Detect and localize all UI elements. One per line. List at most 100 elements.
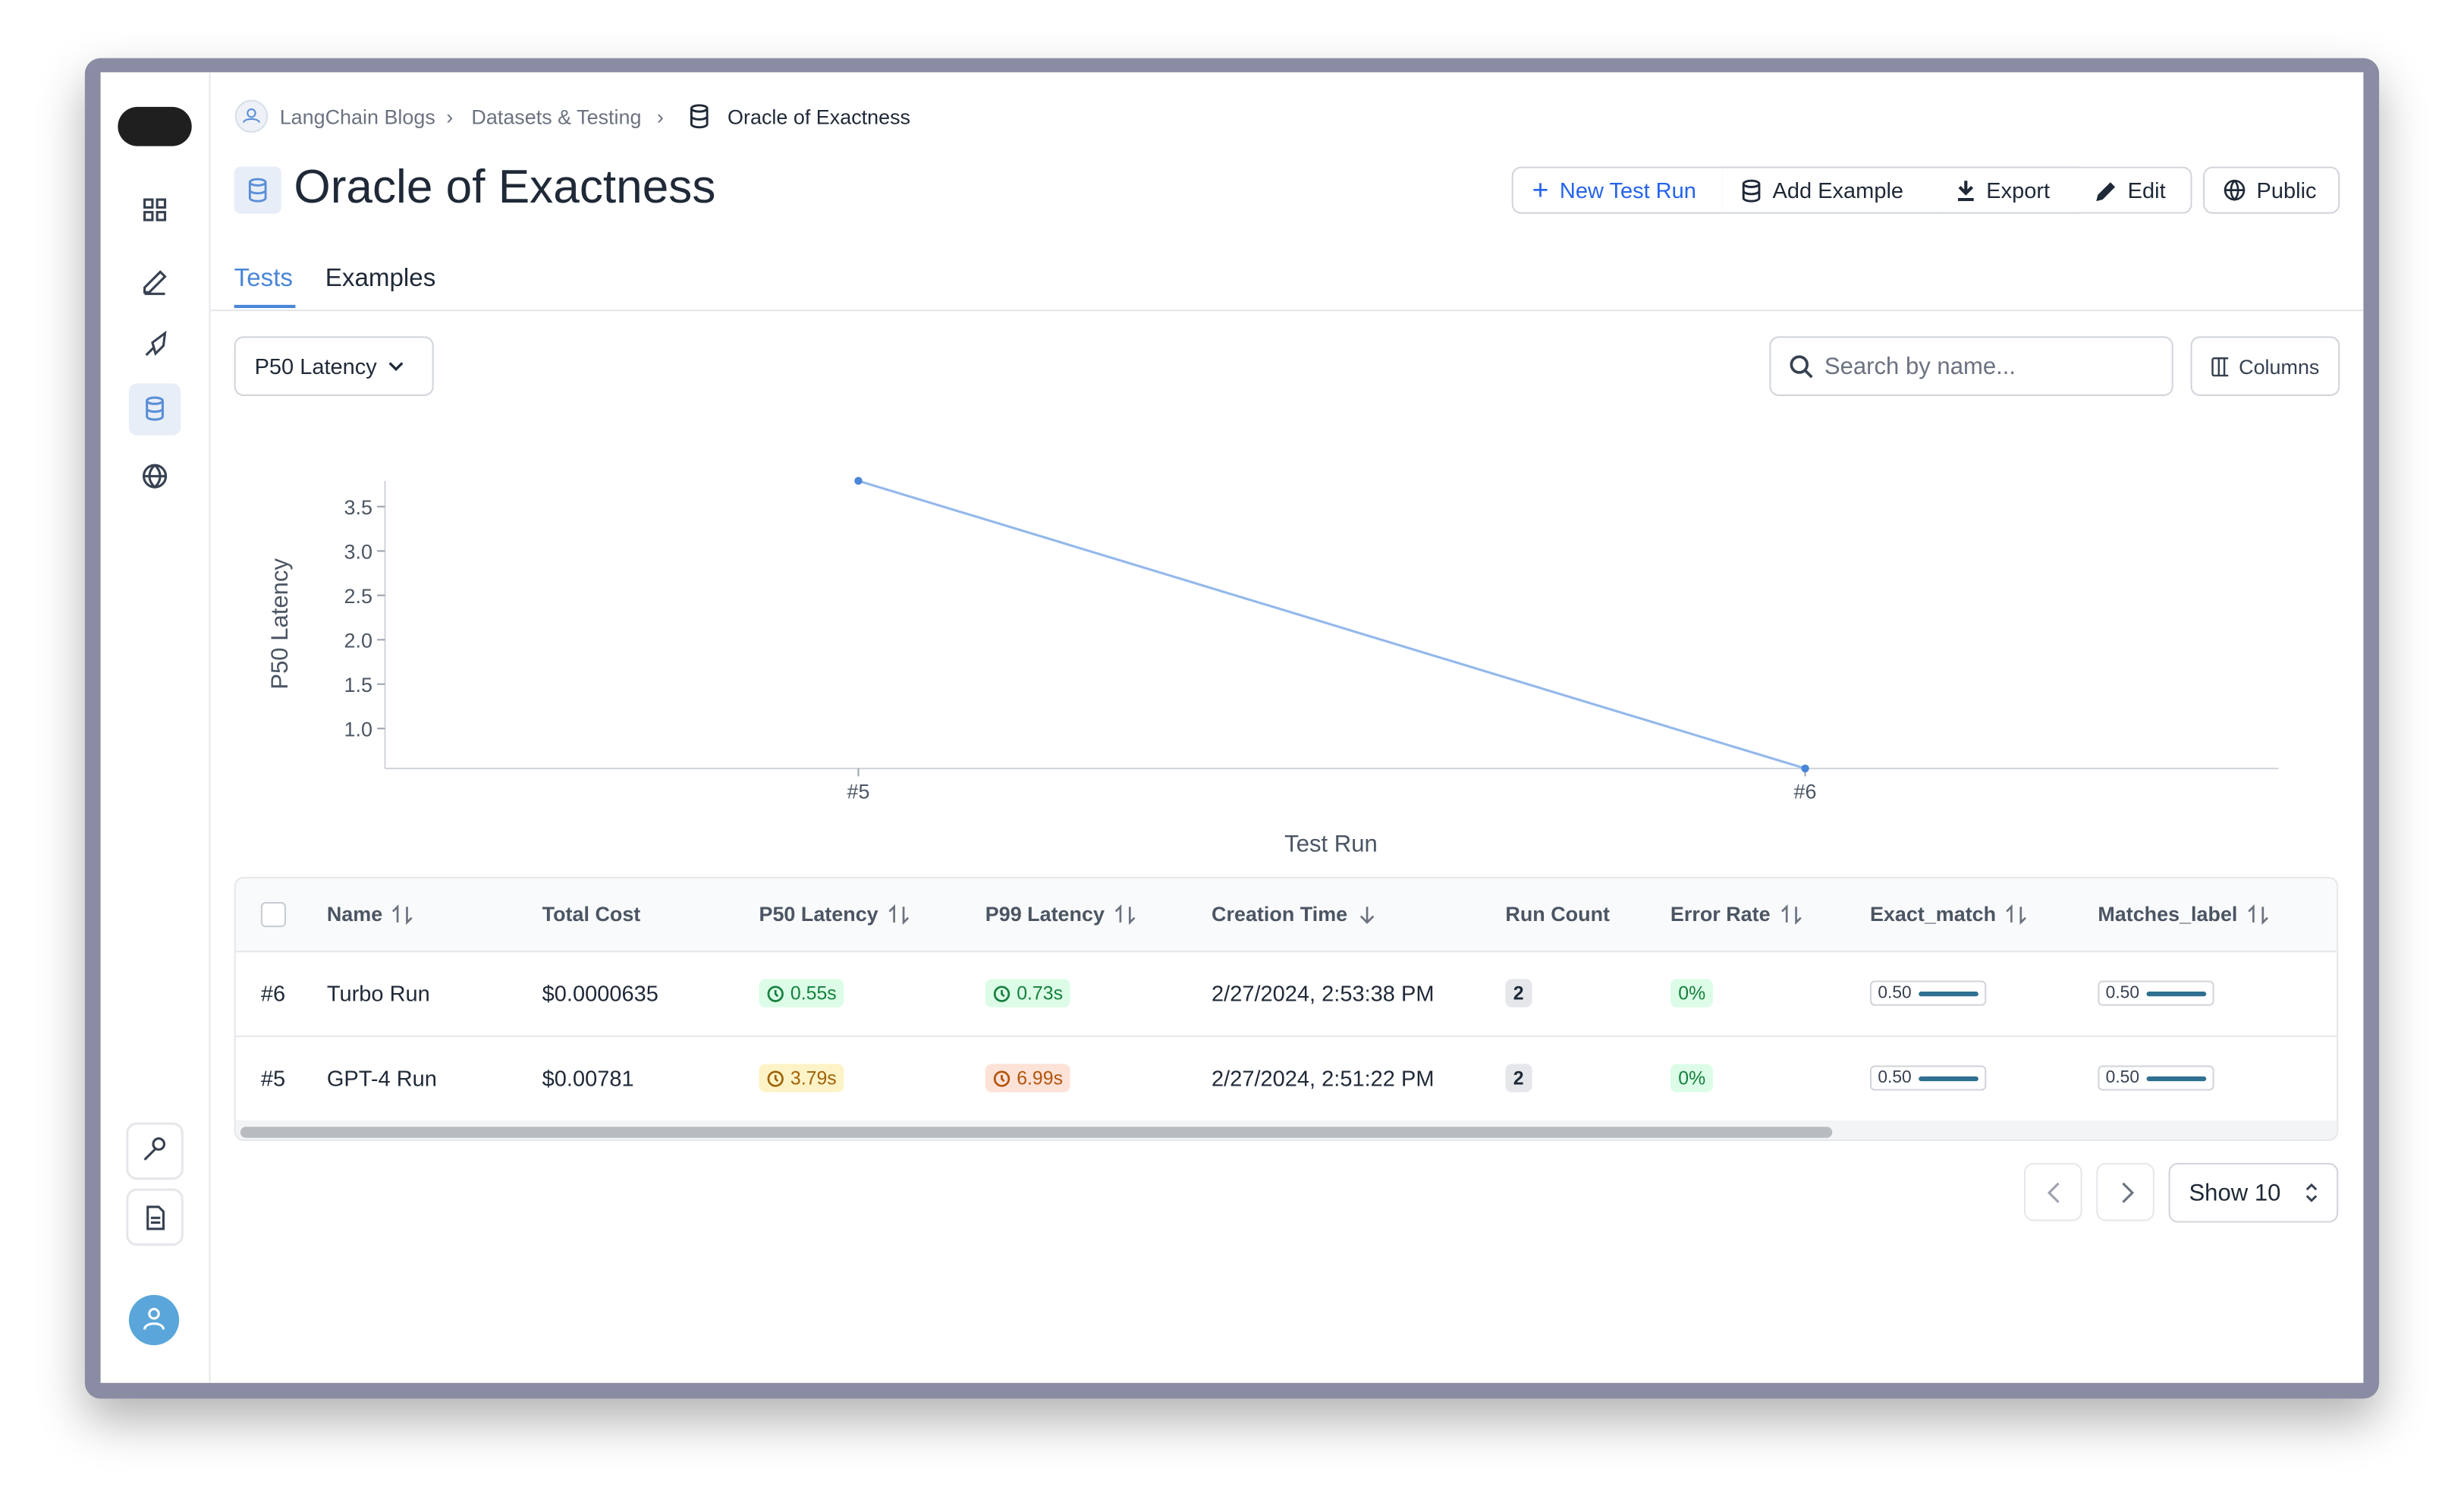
table-cell: #5	[260, 1065, 286, 1091]
sidebar-icons	[126, 198, 184, 1346]
sort-icon[interactable]	[392, 903, 414, 925]
table-cell: $0.00781	[542, 1065, 634, 1091]
select-all-checkbox[interactable]	[260, 901, 286, 928]
edit-button[interactable]: Edit	[2077, 166, 2192, 214]
y-tick-label: 2.5	[344, 585, 372, 608]
row-divider	[235, 1036, 2337, 1038]
logo	[118, 106, 192, 146]
export-button[interactable]: Export	[1938, 166, 2079, 214]
search-input[interactable]: Search by name...	[1769, 336, 2173, 396]
title-icon-bg	[234, 166, 281, 214]
sort-icon[interactable]	[2247, 903, 2269, 925]
badge-label: 0.55s	[790, 982, 837, 1004]
score-label: 0.50	[1878, 1068, 1912, 1088]
table-cell: Turbo Run	[326, 980, 430, 1006]
add-example-button[interactable]: Add Example	[1722, 166, 1940, 214]
table-cell: 2/27/2024, 2:53:38 PM	[1212, 980, 1435, 1006]
select-label: P50 Latency	[254, 354, 377, 379]
table-cell: 0.50	[2098, 1036, 2215, 1121]
latency-badge: 0.55s	[759, 979, 845, 1007]
sort-icon[interactable]	[2006, 903, 2028, 925]
table-cell: 0%	[1670, 951, 1714, 1036]
y-tick-label: 2.0	[344, 630, 372, 652]
table-cell: 2/27/2024, 2:51:22 PM	[1212, 1065, 1435, 1091]
run-count-badge: 2	[1505, 979, 1532, 1007]
x-axis-title: Test Run	[1284, 831, 1378, 857]
tab[interactable]: Examples	[325, 266, 436, 293]
sort-icon[interactable]	[888, 903, 910, 925]
y-tick-label: 3.0	[344, 541, 372, 564]
column-header: Creation Time	[1212, 902, 1379, 926]
tab-active[interactable]: Tests	[234, 266, 293, 293]
breadcrumb-item[interactable]: Datasets & Testing	[471, 105, 642, 129]
breadcrumb-current: Oracle of Exactness	[728, 105, 911, 129]
breadcrumb-item[interactable]: LangChain Blogs	[279, 105, 435, 129]
table-cell: 0.50	[1869, 951, 1988, 1036]
badge-label: 6.99s	[1017, 1067, 1064, 1089]
latency-badge: 0.73s	[985, 979, 1071, 1007]
column-label: Name	[326, 901, 383, 926]
score-pill: 0.50	[1869, 980, 1988, 1006]
sidebar	[101, 72, 211, 1383]
latency-badge: 6.99s	[985, 1064, 1071, 1092]
button-label: Public	[2256, 178, 2317, 203]
score-bar	[2147, 1075, 2208, 1081]
y-axis-title: P50 Latency	[266, 558, 293, 690]
y-tick-label: 1.5	[344, 674, 372, 696]
button-label: New Test Run	[1559, 178, 1696, 203]
score-pill: 0.50	[1869, 1065, 1988, 1091]
column-label: Total Cost	[542, 901, 641, 926]
scrollbar[interactable]	[240, 1127, 1833, 1138]
y-tick-label: 1.0	[344, 718, 372, 741]
org-icon	[234, 99, 269, 134]
table-cell: 0.73s	[985, 951, 1071, 1036]
score-bar	[1919, 1075, 1979, 1081]
table-cell: $0.0000635	[542, 980, 658, 1006]
data-point	[854, 476, 863, 486]
title-icon	[248, 178, 267, 203]
score-pill: 0.50	[2098, 1065, 2215, 1091]
table-cell: 2	[1505, 1036, 1532, 1121]
select-label: Show 10	[2189, 1179, 2281, 1206]
column-header: P50 Latency	[759, 902, 910, 926]
table-header	[235, 878, 2337, 953]
columns-button[interactable]: Columns	[2190, 336, 2340, 396]
column-label: P50 Latency	[759, 901, 878, 926]
score-bar	[1919, 991, 1979, 996]
metric-select[interactable]: P50 Latency	[234, 336, 434, 396]
page-size-select[interactable]: Show 10	[2168, 1162, 2339, 1223]
sort-icon[interactable]	[1780, 903, 1802, 925]
public-button[interactable]: Public	[2203, 166, 2340, 214]
table-cell: 0%	[1670, 1036, 1714, 1121]
next-page[interactable]	[2096, 1162, 2154, 1221]
tab-underline	[234, 304, 296, 308]
column-label: Creation Time	[1212, 901, 1348, 926]
y-tick-label: 3.5	[344, 496, 372, 519]
error-rate-badge: 0%	[1670, 979, 1714, 1007]
button-label: Columns	[2239, 354, 2320, 379]
x-tick-label: #5	[847, 780, 870, 803]
button-label: Edit	[2127, 178, 2166, 203]
column-header: Run Count	[1505, 902, 1610, 926]
error-rate-badge: 0%	[1670, 1064, 1714, 1092]
latency-badge: 3.79s	[759, 1064, 845, 1092]
column-label: Run Count	[1505, 901, 1610, 926]
table-cell: 2	[1505, 951, 1532, 1036]
score-bar	[2147, 991, 2208, 996]
table-cell: GPT-4 Run	[326, 1065, 437, 1091]
table-cell: 0.50	[1869, 1036, 1988, 1121]
run-count-badge: 2	[1505, 1064, 1532, 1092]
dataset-icon	[690, 104, 709, 129]
tab-divider	[209, 310, 2364, 312]
page-title: Oracle of Exactness	[294, 162, 716, 214]
x-tick-label: #6	[1794, 780, 1817, 803]
sort-icon[interactable]	[1357, 903, 1379, 925]
table-cell: 6.99s	[985, 1036, 1071, 1121]
prev-page[interactable]	[2023, 1162, 2082, 1221]
score-label: 0.50	[1878, 983, 1912, 1003]
table-cell: 0.55s	[759, 951, 845, 1036]
sort-icon[interactable]	[1114, 903, 1136, 925]
